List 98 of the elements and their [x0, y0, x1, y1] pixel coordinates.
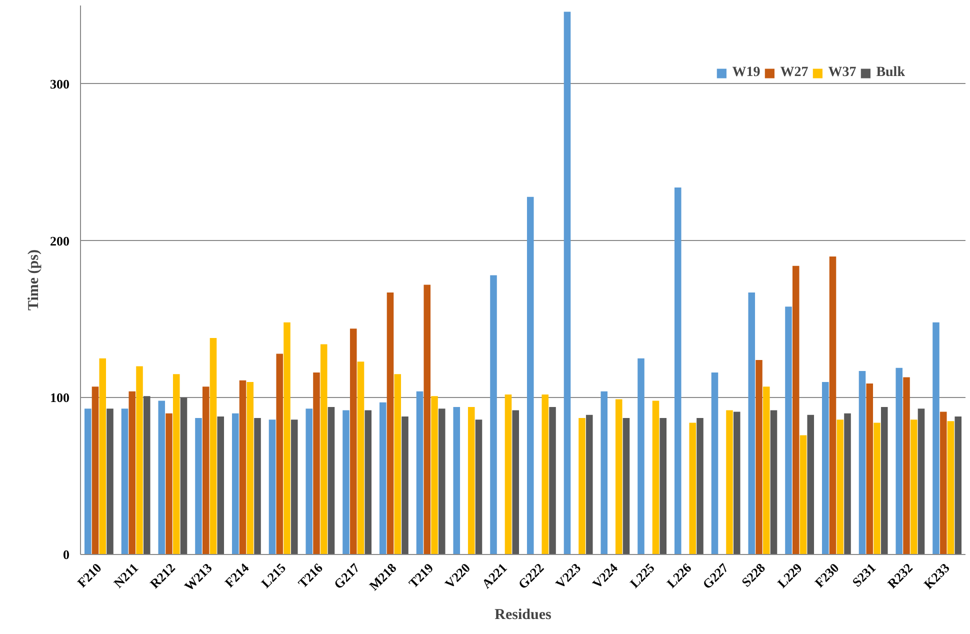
bar: [416, 391, 424, 554]
bar: [306, 408, 313, 554]
bar: [940, 412, 947, 554]
bar: [453, 407, 460, 554]
bar: [379, 402, 386, 554]
bar: [674, 187, 682, 554]
bar: [858, 370, 866, 554]
bar: [748, 292, 756, 554]
y-tick-label: 100: [50, 390, 70, 406]
bar: [903, 377, 910, 554]
bar: [166, 413, 172, 554]
bar: [386, 292, 394, 554]
bar: [276, 354, 284, 554]
bar: [84, 408, 92, 554]
bar: [711, 372, 718, 554]
legend-label: Bulk: [876, 65, 905, 81]
bar: [836, 420, 844, 554]
bar: [246, 382, 254, 554]
bar: [947, 421, 954, 554]
legend-label: W19: [732, 65, 760, 81]
bar: [512, 410, 520, 554]
bar: [402, 416, 408, 554]
bar: [652, 400, 660, 554]
bar: [578, 418, 586, 554]
bar: [918, 408, 925, 554]
bar: [762, 386, 770, 554]
bar: [136, 366, 143, 554]
bar: [128, 391, 136, 554]
bar: [622, 418, 630, 554]
bar: [910, 420, 918, 554]
bar: [217, 416, 224, 554]
bar: [490, 275, 497, 554]
bar: [932, 322, 940, 554]
bar: [431, 396, 438, 554]
bar: [158, 400, 166, 554]
bar: [313, 372, 320, 554]
bar: [844, 413, 851, 554]
bar: [874, 422, 880, 554]
bar: [475, 420, 482, 554]
bar: [290, 420, 298, 554]
bar: [733, 412, 740, 554]
bar: [232, 413, 239, 554]
bar: [268, 420, 276, 554]
legend-label: W37: [828, 65, 856, 81]
bar: [106, 408, 114, 554]
bar: [866, 384, 874, 554]
bar: [328, 407, 335, 554]
bar: [92, 386, 99, 554]
y-tick-label: 200: [50, 233, 70, 248]
bar: [202, 386, 210, 554]
bar: [195, 418, 202, 554]
bar: [586, 414, 593, 554]
bar: [638, 358, 644, 554]
bar: [350, 328, 357, 554]
bar: [770, 410, 778, 554]
bar: [660, 418, 667, 554]
bar: [542, 394, 549, 554]
x-axis-title: Residues: [494, 607, 552, 624]
bar: [284, 322, 290, 554]
bar: [143, 396, 150, 554]
bar: [424, 284, 431, 554]
bar: [615, 399, 622, 554]
bar: [822, 382, 829, 554]
bar: [364, 410, 372, 554]
bar: [121, 408, 128, 554]
bar: [807, 414, 814, 554]
bar: [320, 344, 328, 554]
y-tick-label: 0: [63, 547, 70, 562]
bar: [99, 358, 106, 554]
bar: [600, 391, 608, 554]
bar: [954, 416, 962, 554]
bar: [696, 418, 704, 554]
bar: [564, 12, 571, 554]
bar: [549, 407, 556, 554]
bar: [880, 407, 888, 554]
bar: [438, 408, 446, 554]
bar: [785, 306, 792, 554]
bar: [468, 407, 475, 554]
bar: [829, 256, 836, 554]
bar: [800, 435, 807, 554]
y-axis-title: Time (ps): [26, 250, 42, 310]
bar: [504, 394, 512, 554]
bar: [726, 410, 733, 554]
bar: [254, 418, 261, 554]
bar: [689, 422, 696, 554]
legend-label: W27: [780, 65, 808, 81]
bar: [210, 338, 217, 554]
bar: [394, 374, 402, 554]
bar: [526, 196, 534, 554]
y-tick-label: 300: [50, 76, 70, 92]
bar: [357, 362, 364, 554]
bar: [756, 360, 762, 554]
bar: [342, 410, 350, 554]
bar: [180, 398, 188, 554]
bar: [792, 266, 800, 554]
bar: [896, 368, 903, 554]
bar: [172, 374, 180, 554]
bar: [239, 380, 246, 554]
